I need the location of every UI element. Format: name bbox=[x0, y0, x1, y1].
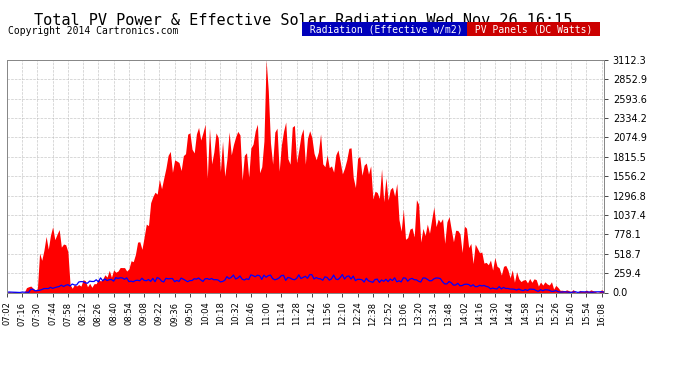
Text: Copyright 2014 Cartronics.com: Copyright 2014 Cartronics.com bbox=[8, 26, 179, 36]
Text: Total PV Power & Effective Solar Radiation Wed Nov 26 16:15: Total PV Power & Effective Solar Radiati… bbox=[34, 13, 573, 28]
Text: PV Panels (DC Watts): PV Panels (DC Watts) bbox=[469, 24, 598, 34]
Text: Radiation (Effective w/m2): Radiation (Effective w/m2) bbox=[304, 24, 468, 34]
